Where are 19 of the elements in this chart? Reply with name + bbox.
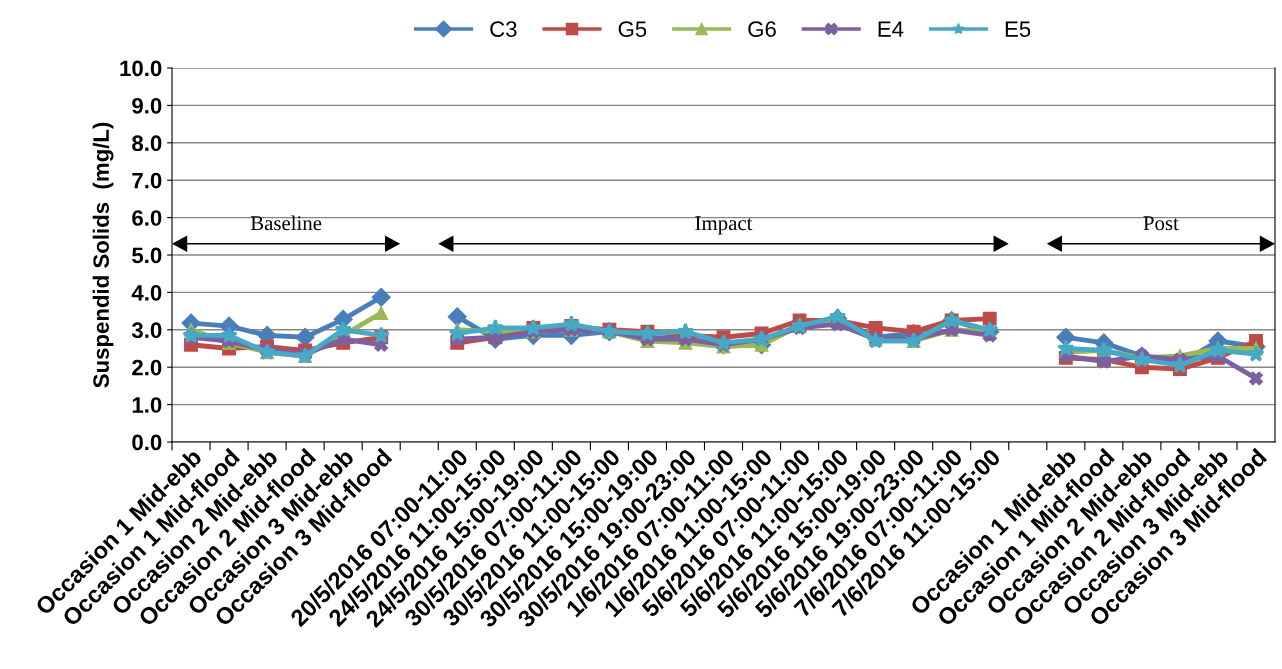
y-tick-label: 1.0 <box>132 397 162 413</box>
y-tick-label: 7.0 <box>132 172 162 189</box>
legend-label: G5 <box>618 21 647 37</box>
legend-label: E5 <box>1005 21 1031 37</box>
y-tick-label: 10.0 <box>120 60 162 77</box>
annotation: Impact <box>695 216 753 235</box>
y-axis-title: Suspendid Solids (mg/L) <box>92 122 114 388</box>
y-tick-label: 3.0 <box>131 322 162 339</box>
annotation: Baseline <box>250 215 322 231</box>
legend-label: C3 <box>490 21 517 37</box>
y-tick-label: 9.0 <box>132 97 162 114</box>
y-tick-label: 2.0 <box>132 359 162 376</box>
y-tick-label: 5.0 <box>132 247 162 264</box>
annotation: Post <box>1143 216 1179 231</box>
legend-label: E4 <box>878 21 904 37</box>
legend-label: G6 <box>748 21 776 37</box>
y-tick-label: 8.0 <box>132 135 162 152</box>
y-tick-label: 6.0 <box>132 210 162 226</box>
y-tick-label: 4.0 <box>131 284 162 301</box>
